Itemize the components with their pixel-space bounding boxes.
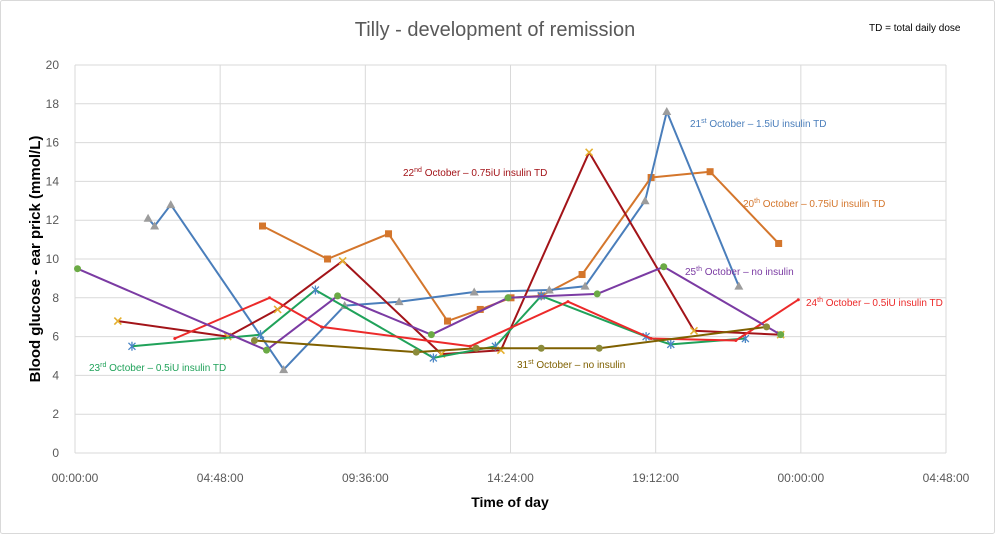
data-point [259,222,267,230]
series-layer [74,107,800,374]
series-labels: 20th October – 0.75iU insulin TD 21st Oct… [89,118,943,374]
data-point [166,200,176,209]
data-point [640,196,650,205]
data-point [796,298,800,302]
x-tick-label: 09:36:00 [342,471,389,485]
data-point [660,263,668,271]
x-axis-title: Time of day [471,494,549,510]
data-point [268,296,272,300]
series-5 [173,296,800,348]
data-point [127,341,136,351]
y-tick-labels: 0 2 4 6 8 10 12 14 16 18 20 [46,58,60,460]
data-point [74,265,82,273]
x-tick-label: 04:48:00 [197,471,244,485]
series-line [147,110,740,371]
x-tick-label: 00:00:00 [52,471,99,485]
data-point [469,287,479,296]
y-tick-label: 14 [46,174,60,188]
data-point [595,344,603,352]
data-point [429,353,438,363]
data-point [279,365,289,374]
data-point [476,305,484,313]
series-line [174,296,799,348]
y-tick-label: 18 [46,97,60,111]
data-point [566,300,570,304]
data-point [585,148,594,157]
y-tick-label: 4 [52,368,59,382]
data-point [273,305,282,314]
data-point [649,337,653,341]
series-label: 20th October – 0.75iU insulin TD [743,198,885,210]
data-point [706,168,714,176]
y-axis-title: Blood glucose - ear prick (mmol/L) [27,136,44,383]
y-tick-label: 10 [46,252,60,266]
series-7 [250,323,771,356]
series-label: 23rd October – 0.5iU insulin TD [89,362,226,374]
data-point [537,344,545,352]
data-point [256,330,265,340]
data-point [662,107,672,116]
data-point [334,292,342,300]
data-point [578,271,586,279]
chart-note: TD = total daily dose [869,23,961,34]
data-point [504,294,512,302]
data-point [324,255,332,263]
data-point [412,348,420,356]
data-point [666,339,675,349]
y-tick-label: 0 [52,446,59,460]
series-line [77,265,782,352]
data-point [593,290,601,298]
data-point [338,256,347,266]
data-point [319,325,323,329]
x-tick-label: 14:24:00 [487,471,534,485]
data-point [544,285,554,294]
chart-title: Tilly - development of remission [355,19,635,41]
data-point [777,331,785,339]
y-tick-label: 12 [46,213,60,227]
x-tick-label: 19:12:00 [632,471,679,485]
data-point [472,344,480,352]
series-label: 21st October – 1.5iU insulin TD [690,118,826,130]
data-point [263,346,271,354]
series-6 [74,263,785,354]
data-point [427,331,435,339]
x-tick-labels: 00:00:00 04:48:00 09:36:00 14:24:00 19:12:00… [52,471,970,485]
data-point [173,337,177,341]
data-point [734,338,738,342]
y-tick-label: 16 [46,136,60,150]
data-point [763,323,771,331]
series-2 [143,107,744,374]
y-tick-label: 20 [46,58,60,72]
data-point [468,344,472,348]
data-point [734,281,744,290]
series-label: 22nd October – 0.75iU insulin TD [403,167,547,179]
data-point [775,239,783,247]
y-tick-label: 6 [52,330,59,344]
series-label: 31st October – no insulin [517,359,625,371]
data-point [443,317,451,325]
data-point [385,230,393,238]
data-point [150,221,160,230]
series-label: 25th October – no insulin [685,266,794,278]
series-label: 24th October – 0.5iU insulin TD [806,297,943,309]
data-point [394,297,404,306]
data-point [113,317,122,326]
y-tick-label: 8 [52,291,59,305]
y-tick-label: 2 [52,407,59,421]
data-point [250,336,258,344]
data-point [580,281,590,290]
series-line [254,325,767,354]
x-tick-label: 00:00:00 [777,471,824,485]
data-point [311,285,320,295]
x-tick-label: 04:48:00 [923,471,970,485]
data-point [143,213,153,222]
data-point [689,326,699,335]
